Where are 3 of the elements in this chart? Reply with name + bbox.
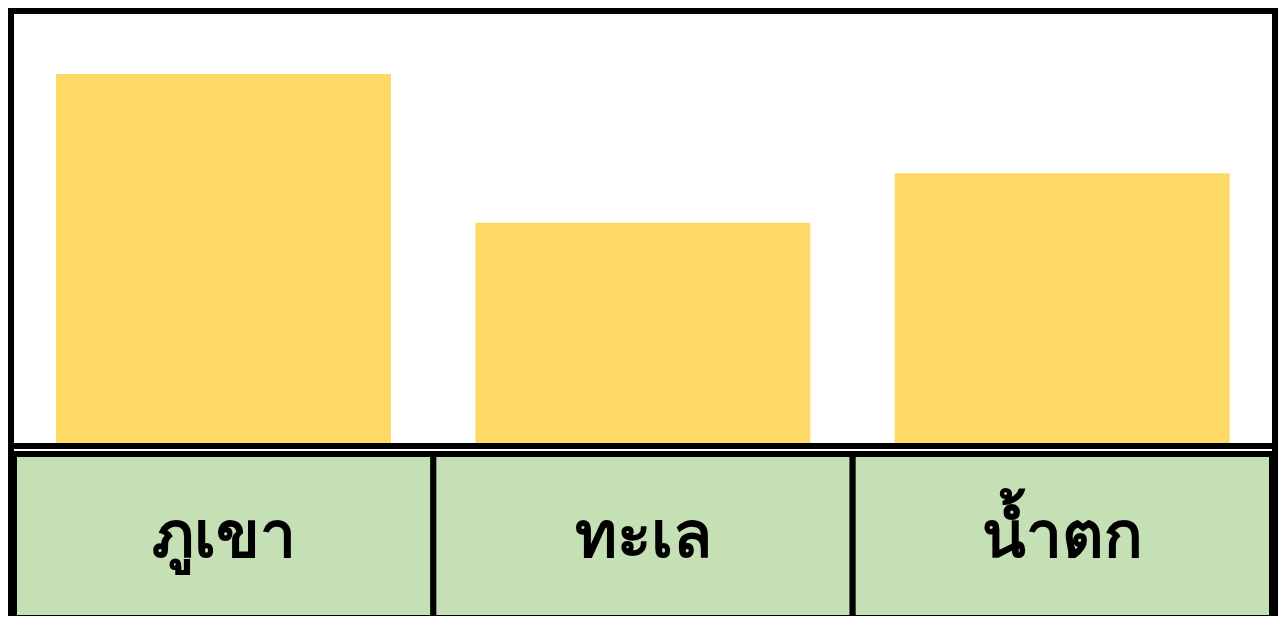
x-tick-label: ภูเขา [151, 497, 296, 575]
x-tick-label: ทะเล [574, 497, 712, 572]
x-tick-label: น้ำตก [981, 487, 1143, 572]
